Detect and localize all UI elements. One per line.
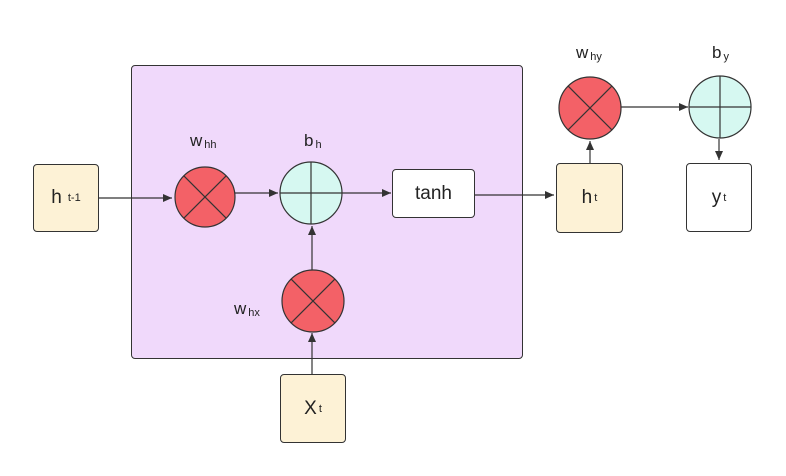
node-x-t-main: X <box>304 397 317 419</box>
add-icon <box>279 161 343 225</box>
node-tanh-label: tanh <box>415 182 452 204</box>
label-w-hh: w hh <box>190 131 217 151</box>
node-h-prev-sub: t-1 <box>67 192 81 204</box>
label-w-hx: w hx <box>234 299 260 319</box>
label-w-hx-sub: hx <box>248 307 260 319</box>
multiply-icon <box>174 166 236 228</box>
label-w-hx-main: w <box>234 299 247 318</box>
label-w-hh-main: w <box>190 131 203 150</box>
node-y-t-main: y <box>711 186 722 208</box>
label-b-h-sub: h <box>315 139 322 151</box>
label-w-hh-sub: hh <box>204 139 217 151</box>
label-w-hy-main: w <box>576 43 589 62</box>
add-icon <box>688 75 752 139</box>
label-b-y-sub: y <box>723 51 729 63</box>
label-w-hy: w hy <box>576 43 602 63</box>
node-h-t-sub: t <box>594 192 598 204</box>
node-x-t-sub: t <box>318 402 322 415</box>
label-w-hy-sub: hy <box>590 51 602 63</box>
node-h-prev-main: h <box>51 187 62 208</box>
node-h-prev: h t-1 <box>33 164 99 232</box>
multiply-icon <box>558 76 622 140</box>
node-h-t-main: h <box>581 187 593 208</box>
multiply-icon <box>281 269 345 333</box>
label-b-h-main: b <box>304 131 314 150</box>
node-tanh: tanh <box>392 169 475 218</box>
label-b-y-main: b <box>712 43 722 62</box>
node-y-t-sub: t <box>723 191 727 204</box>
